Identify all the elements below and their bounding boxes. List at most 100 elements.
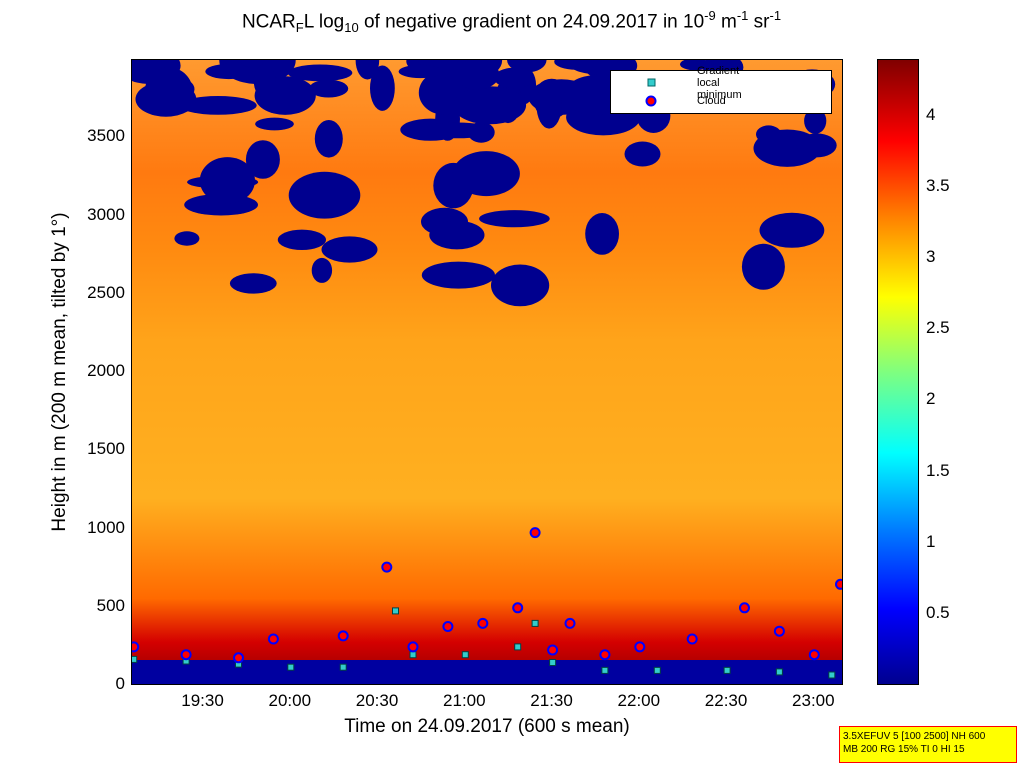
gradient-minimum-marker bbox=[653, 666, 661, 674]
low-signal-patch bbox=[493, 67, 535, 89]
cloud-marker bbox=[381, 561, 393, 573]
cloud-marker bbox=[442, 621, 454, 632]
x-tick-label: 22:00 bbox=[617, 691, 661, 710]
colorbar-tick-label: 1 bbox=[926, 531, 936, 551]
cloud-marker bbox=[180, 649, 192, 661]
heatmap-plot-area bbox=[131, 59, 843, 685]
low-signal-patch bbox=[287, 64, 353, 82]
low-signal-patch bbox=[277, 229, 326, 250]
y-tick-label: 500 bbox=[96, 595, 125, 615]
heatmap-svg bbox=[132, 60, 842, 684]
x-tick-label: 22:30 bbox=[704, 691, 748, 710]
low-signal-patch bbox=[680, 60, 710, 71]
cloud-marker bbox=[233, 652, 244, 664]
low-signal-patch bbox=[321, 236, 378, 263]
cloud-marker bbox=[773, 625, 785, 637]
x-tick-label: 21:00 bbox=[443, 691, 486, 710]
legend: Gradient local minimum Cloud bbox=[610, 65, 832, 114]
cloud-marker bbox=[267, 633, 279, 645]
x-tick-label: 23:00 bbox=[792, 691, 835, 710]
low-signal-patch bbox=[288, 171, 361, 219]
low-signal-regions bbox=[132, 60, 837, 307]
low-signal-patch bbox=[398, 64, 442, 79]
settings-info-box: 3.5XEFUV 5 [100 2500] NH 600 MB 200 RG 1… bbox=[839, 726, 1017, 763]
y-tick-label: 1500 bbox=[87, 439, 125, 459]
gradient-minimum-marker bbox=[723, 666, 731, 674]
y-tick-label: 1000 bbox=[87, 517, 125, 537]
low-signal-patch bbox=[624, 141, 661, 167]
low-signal-patch bbox=[179, 96, 257, 115]
low-signal-patch bbox=[421, 261, 495, 289]
low-signal-patch bbox=[536, 81, 562, 129]
circle-marker-icon bbox=[645, 95, 657, 107]
cloud-marker bbox=[686, 633, 698, 645]
low-signal-patch bbox=[174, 231, 200, 246]
colorbar-tick-label: 0.5 bbox=[926, 602, 950, 622]
low-signal-patch bbox=[199, 157, 255, 204]
gradient-minimum-marker bbox=[549, 659, 557, 666]
gradient-minimum-marker bbox=[132, 655, 138, 663]
colorbar bbox=[877, 59, 919, 685]
colorbar-tick-label: 3 bbox=[926, 247, 936, 267]
low-signal-patch bbox=[314, 120, 343, 158]
cloud-marker bbox=[337, 630, 349, 642]
cloud-marker bbox=[529, 527, 541, 539]
y-tick-label: 0 bbox=[115, 674, 125, 693]
cloud-marker bbox=[407, 641, 419, 653]
legend-label: Cloud bbox=[697, 95, 726, 107]
gradient-minimum-marker bbox=[531, 619, 539, 627]
gradient-minimum-marker bbox=[601, 666, 609, 674]
y-tick-label: 2000 bbox=[87, 361, 125, 380]
low-signal-patch bbox=[455, 60, 500, 90]
cloud-series bbox=[132, 527, 842, 664]
x-tick-label: 19:30 bbox=[181, 691, 224, 710]
chart-title: NCARFL log10 of negative gradient on 24.… bbox=[241, 8, 782, 36]
low-signal-patch bbox=[452, 151, 520, 197]
gradient-minimum-marker bbox=[461, 651, 469, 659]
square-marker-icon bbox=[647, 78, 656, 87]
low-signal-patch bbox=[255, 117, 294, 131]
low-signal-patch bbox=[429, 220, 485, 250]
cloud-marker bbox=[634, 641, 646, 653]
low-signal-patch bbox=[453, 86, 527, 125]
cloud-marker bbox=[477, 617, 489, 629]
gradient-local-minimum-series bbox=[132, 607, 836, 679]
low-signal-patch bbox=[370, 65, 395, 111]
gradient-minimum-marker bbox=[339, 663, 347, 671]
low-signal-patch bbox=[419, 122, 494, 139]
info-line-1: 3.5XEFUV 5 [100 2500] NH 600 bbox=[843, 731, 986, 742]
colorbar-tick-label: 4 bbox=[926, 104, 936, 124]
gradient-minimum-marker bbox=[287, 663, 295, 671]
colorbar-tick-label: 1.5 bbox=[926, 460, 950, 480]
low-signal-patch bbox=[491, 264, 550, 307]
y-tick-label: 3000 bbox=[87, 204, 125, 224]
low-signal-patch bbox=[229, 273, 277, 294]
x-axis-label: Time on 24.09.2017 (600 s mean) bbox=[344, 716, 630, 737]
low-signal-patch bbox=[804, 107, 827, 134]
y-tick-label: 3500 bbox=[87, 126, 125, 146]
low-signal-patch bbox=[144, 67, 193, 116]
low-signal-patch bbox=[355, 60, 380, 80]
low-signal-patch bbox=[245, 140, 280, 179]
low-signal-patch bbox=[309, 79, 349, 98]
colorbar-tick-label: 3.5 bbox=[926, 176, 950, 196]
y-axis-label: Height in m (200 m mean, tilted by 1°) bbox=[49, 212, 70, 532]
cloud-marker bbox=[599, 649, 611, 661]
cloud-marker bbox=[547, 644, 559, 656]
colorbar-tick-label: 2.5 bbox=[926, 318, 950, 338]
x-tick-label: 20:30 bbox=[355, 691, 399, 710]
gradient-minimum-marker bbox=[514, 643, 522, 651]
low-signal-patch bbox=[311, 257, 333, 283]
info-line-2: MB 200 RG 15% TI 0 HI 15 bbox=[843, 744, 965, 755]
gradient-minimum-marker bbox=[392, 607, 399, 615]
gradient-minimum-marker bbox=[828, 671, 836, 679]
cloud-marker bbox=[835, 578, 842, 590]
low-signal-patch bbox=[479, 210, 550, 228]
cloud-marker bbox=[808, 649, 820, 661]
cloud-marker bbox=[564, 617, 576, 629]
low-signal-patch bbox=[741, 243, 785, 290]
gradient-minimum-marker bbox=[775, 668, 783, 676]
gradient-minimum-marker bbox=[409, 651, 417, 659]
cloud-marker bbox=[739, 602, 750, 614]
cloud-marker bbox=[512, 602, 524, 614]
